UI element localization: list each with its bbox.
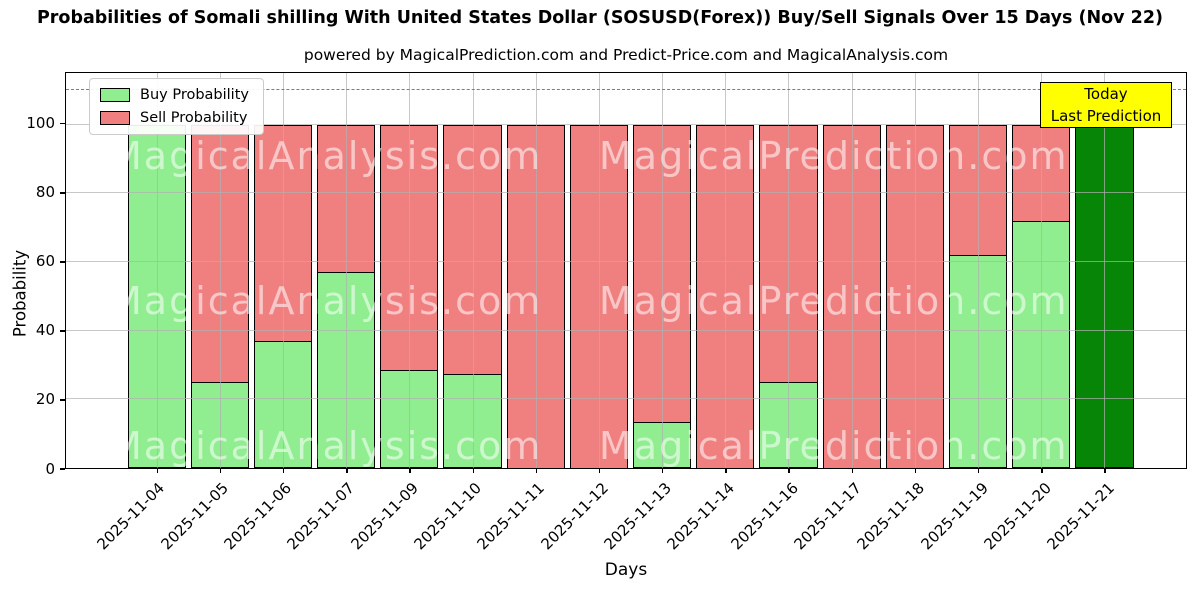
bar-slot-2025-11-09 xyxy=(378,73,441,473)
x-tick-label-2025-11-07: 2025-11-07 xyxy=(283,479,359,554)
y-tick-mark xyxy=(60,261,65,263)
x-tick-mark xyxy=(472,468,474,473)
bar-slot-2025-11-19 xyxy=(946,73,1009,473)
x-tick-label-2025-11-13: 2025-11-13 xyxy=(600,479,675,554)
y-tick-mark xyxy=(60,192,65,194)
x-tick-mark xyxy=(725,468,727,473)
y-tick-mark xyxy=(60,123,65,125)
vertical-gridline xyxy=(156,73,158,468)
x-tick-label-2025-11-19: 2025-11-19 xyxy=(917,479,992,554)
plot-area: MagicalAnalysis.com MagicalPrediction.com… xyxy=(65,72,1187,473)
y-tick-label-60: 60 xyxy=(35,252,55,271)
x-tick-label-2025-11-16: 2025-11-16 xyxy=(727,479,802,554)
horizontal-gridline-20 xyxy=(66,398,1186,400)
vertical-gridline xyxy=(535,73,537,468)
x-tick-label-2025-11-11: 2025-11-11 xyxy=(473,479,549,554)
bar-slot-2025-11-07 xyxy=(315,73,378,473)
vertical-gridline xyxy=(662,73,664,468)
vertical-gridline xyxy=(282,73,284,468)
x-tick-mark xyxy=(1104,468,1106,473)
x-tick-label-2025-11-21: 2025-11-21 xyxy=(1043,479,1119,554)
x-tick-label-2025-11-05: 2025-11-05 xyxy=(157,479,232,554)
vertical-gridline xyxy=(914,73,916,468)
y-tick-mark xyxy=(60,399,65,401)
x-tick-mark xyxy=(156,468,158,473)
x-tick-mark xyxy=(409,468,411,473)
sell-swatch xyxy=(100,111,130,125)
x-tick-label-2025-11-14: 2025-11-14 xyxy=(663,479,739,554)
y-tick-label-40: 40 xyxy=(35,321,55,340)
x-tick-mark xyxy=(282,468,285,473)
x-tick-mark xyxy=(662,468,664,473)
x-tick-label-2025-11-09: 2025-11-09 xyxy=(347,479,422,554)
bar-slot-2025-11-06 xyxy=(251,73,314,473)
x-tick-label-2025-11-12: 2025-11-12 xyxy=(537,479,612,554)
bar-slot-2025-11-10 xyxy=(441,73,504,473)
vertical-gridline xyxy=(472,73,474,468)
vertical-gridline xyxy=(346,73,348,468)
bar-slot-2025-11-17 xyxy=(820,73,883,473)
bars-layer xyxy=(125,73,1136,473)
y-tick-label-80: 80 xyxy=(35,183,55,202)
vertical-gridline xyxy=(219,73,221,468)
today-annotation: Today Last Prediction xyxy=(1040,82,1172,128)
legend-sell-label: Sell Probability xyxy=(140,110,248,126)
y-tick-mark xyxy=(60,330,65,332)
vertical-gridline xyxy=(788,73,790,468)
today-annotation-line1: Today xyxy=(1084,85,1128,103)
x-tick-label-2025-11-18: 2025-11-18 xyxy=(853,479,929,554)
vertical-gridline xyxy=(598,73,600,468)
y-tick-mark xyxy=(60,468,65,470)
x-tick-mark xyxy=(851,468,854,473)
x-tick-mark xyxy=(1041,468,1043,473)
bar-slot-2025-11-04 xyxy=(125,73,188,473)
dashed-threshold-line xyxy=(66,89,1186,91)
legend: Buy Probability Sell Probability xyxy=(89,78,264,135)
legend-item-sell: Sell Probability xyxy=(100,110,249,126)
legend-buy-label: Buy Probability xyxy=(140,87,249,103)
y-tick-label-20: 20 xyxy=(35,390,55,409)
x-tick-label-2025-11-20: 2025-11-20 xyxy=(980,479,1055,554)
horizontal-gridline-80 xyxy=(66,192,1186,194)
horizontal-gridline-40 xyxy=(66,329,1186,331)
vertical-gridline xyxy=(409,73,411,468)
chart-subtitle: powered by MagicalPrediction.com and Pre… xyxy=(303,46,949,64)
bar-slot-2025-11-14 xyxy=(694,73,757,473)
vertical-gridline xyxy=(1104,73,1106,468)
x-axis-title: Days xyxy=(604,560,648,580)
vertical-gridline xyxy=(851,73,853,468)
bar-slot-2025-11-16 xyxy=(757,73,820,473)
x-tick-mark xyxy=(346,468,348,473)
bar-slot-2025-11-21 xyxy=(1073,73,1136,473)
vertical-gridline xyxy=(725,73,727,468)
x-tick-mark xyxy=(535,468,538,473)
y-tick-label-100: 100 xyxy=(26,114,55,133)
bar-slot-2025-11-12 xyxy=(567,73,630,473)
bar-slot-2025-11-13 xyxy=(631,73,694,473)
today-annotation-line2: Last Prediction xyxy=(1050,106,1162,125)
buy-swatch xyxy=(100,88,130,102)
bar-slot-2025-11-20 xyxy=(1010,73,1073,473)
vertical-gridline xyxy=(978,73,980,468)
x-tick-mark xyxy=(598,468,601,473)
x-tick-label-2025-11-06: 2025-11-06 xyxy=(220,479,296,554)
horizontal-gridline-100 xyxy=(66,123,1186,125)
bar-slot-2025-11-18 xyxy=(883,73,946,473)
x-tick-mark xyxy=(978,468,980,473)
vertical-gridline xyxy=(1041,73,1043,468)
y-tick-label-0: 0 xyxy=(45,459,55,478)
x-tick-label-2025-11-04: 2025-11-04 xyxy=(94,479,169,554)
chart-title: Probabilities of Somali shilling With Un… xyxy=(36,8,1164,28)
x-tick-mark xyxy=(914,468,917,473)
horizontal-gridline-60 xyxy=(66,260,1186,262)
bar-slot-2025-11-05 xyxy=(188,73,251,473)
bar-slot-2025-11-11 xyxy=(504,73,567,473)
legend-item-buy: Buy Probability xyxy=(100,87,249,103)
x-tick-label-2025-11-17: 2025-11-17 xyxy=(790,479,865,554)
x-tick-label-2025-11-10: 2025-11-10 xyxy=(410,479,485,554)
y-axis-title: Probability xyxy=(10,249,30,338)
x-tick-mark xyxy=(219,468,222,473)
x-tick-mark xyxy=(788,468,790,473)
